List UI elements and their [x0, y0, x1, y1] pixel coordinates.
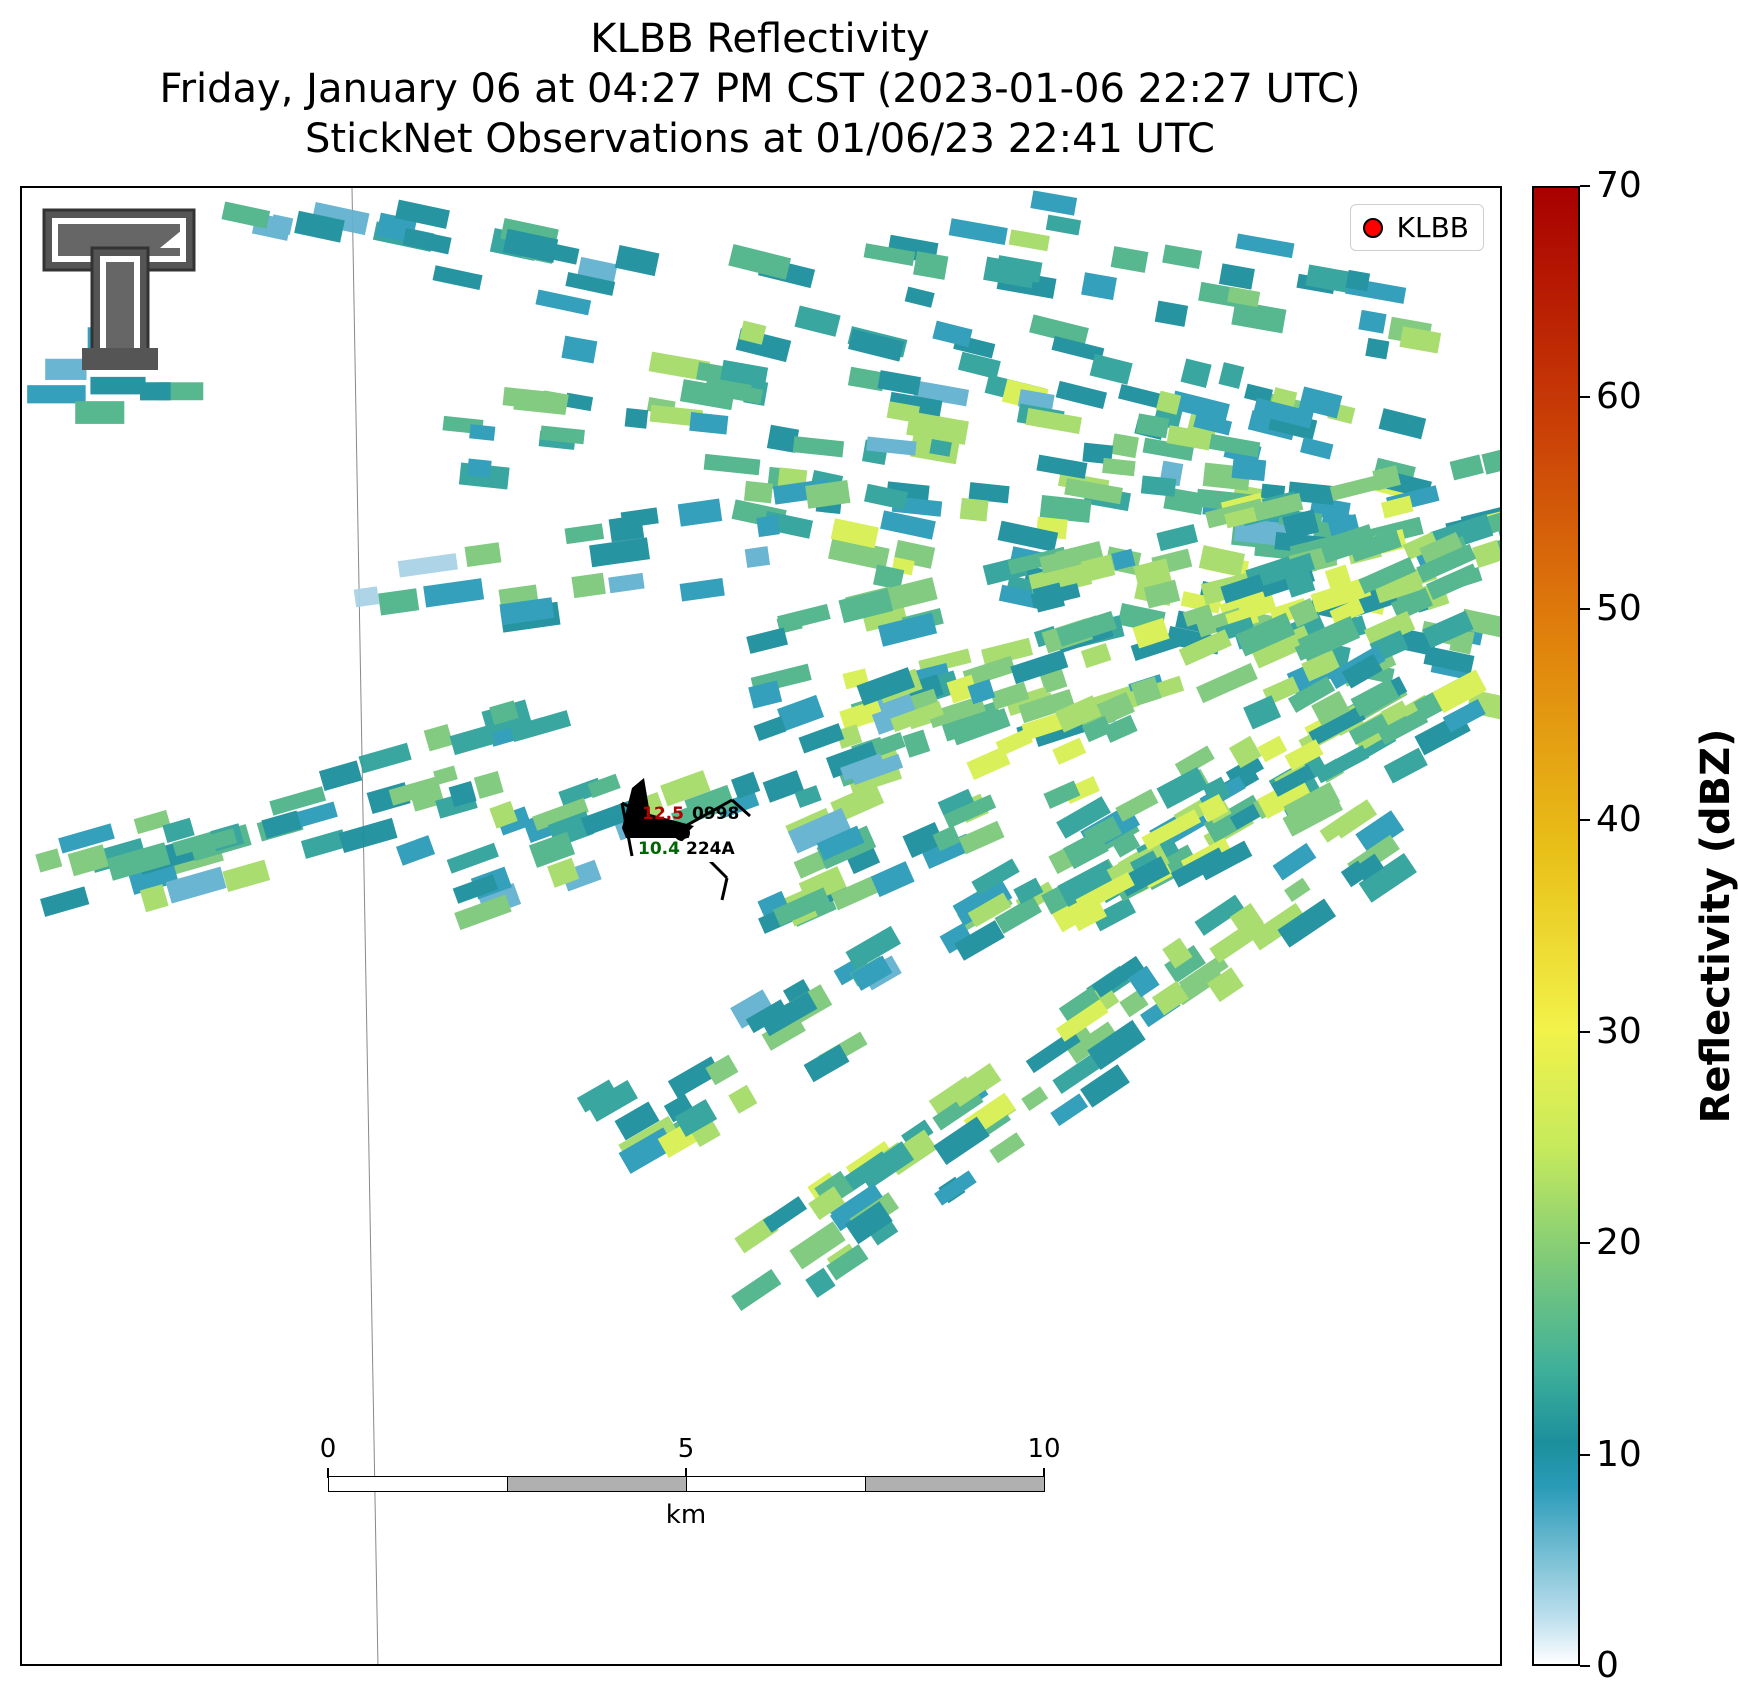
colorbar-tick-mark — [1580, 1665, 1590, 1667]
colorbar-tick-label: 20 — [1596, 1222, 1642, 1264]
station-0998-id: 0998 — [692, 804, 740, 824]
map-legend: KLBB — [1349, 204, 1484, 251]
scalebar-unit: km — [665, 1500, 707, 1530]
colorbar-tick-label: 50 — [1596, 587, 1642, 629]
scalebar-tick-10: 10 — [1027, 1434, 1061, 1464]
colorbar-tick-mark — [1580, 185, 1590, 187]
station-0998-value: 12.5 — [642, 804, 684, 824]
colorbar — [1532, 186, 1580, 1666]
scalebar-tick-0: 0 — [319, 1434, 337, 1464]
colorbar-tick-mark — [1580, 607, 1590, 610]
colorbar-tick-mark — [1580, 819, 1590, 822]
colorbar-tick-label: 70 — [1596, 165, 1642, 206]
scalebar-segment-1 — [328, 1476, 508, 1492]
reflectivity-field — [27, 188, 1500, 1664]
colorbar-tick-label: 0 — [1596, 1645, 1619, 1686]
station-224a-value: 10.4 — [638, 839, 680, 859]
chart-title: KLBB Reflectivity — [590, 16, 930, 62]
colorbar-tick-mark — [1580, 1030, 1590, 1033]
station-plots — [620, 778, 751, 901]
colorbar-label: Reflectivity (dBZ) — [1693, 728, 1738, 1124]
station-224a-id: 224A — [686, 839, 735, 859]
colorbar-tick-mark — [1580, 1453, 1590, 1456]
scalebar-segment-3 — [686, 1476, 866, 1492]
colorbar-tick-mark — [1580, 396, 1590, 399]
radar-map[interactable]: KLBB 12.5 0998 10.4 224A 0 5 10 km — [20, 186, 1502, 1666]
chart-subtitle-time: Friday, January 06 at 04:27 PM CST (2023… — [159, 66, 1361, 112]
radar-site-marker-icon — [1362, 217, 1383, 238]
scalebar-segment-2 — [507, 1476, 687, 1492]
scalebar-segment-4 — [865, 1476, 1045, 1492]
colorbar-tick-label: 30 — [1596, 1010, 1642, 1052]
scalebar-tick-5: 5 — [677, 1434, 695, 1464]
colorbar-tick-label: 60 — [1596, 376, 1642, 418]
colorbar-tick-label: 40 — [1596, 799, 1642, 841]
chart-subtitle-observations: StickNet Observations at 01/06/23 22:41 … — [305, 116, 1215, 162]
legend-label: KLBB — [1396, 211, 1469, 244]
colorbar-tick-mark — [1580, 1242, 1590, 1245]
colorbar-tick-label: 10 — [1596, 1433, 1642, 1475]
